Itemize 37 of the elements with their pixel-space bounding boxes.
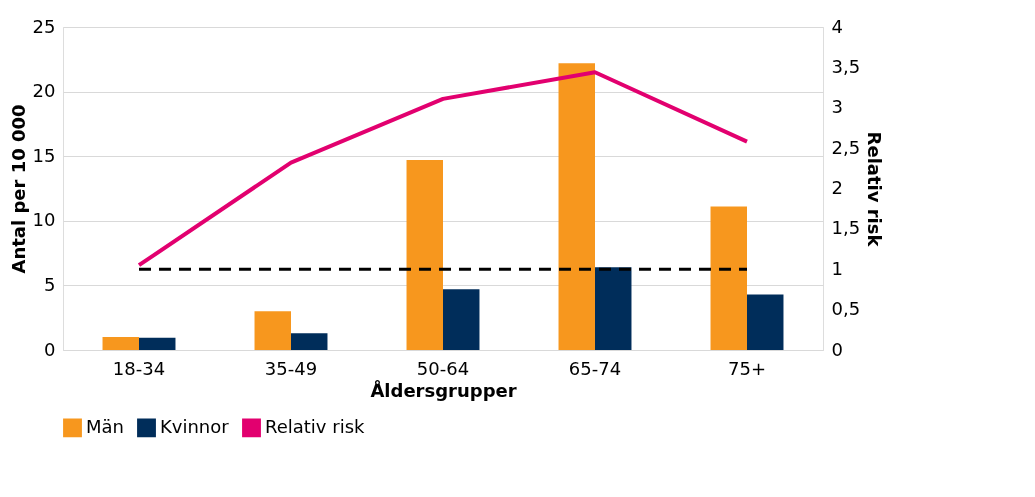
x-tick-label: 75+ [728, 357, 766, 379]
legend-label: Relativ risk [265, 415, 366, 437]
y2-tick-label: 2 [831, 177, 843, 198]
bar [710, 206, 747, 350]
y-tick-label: 15 [32, 144, 56, 166]
bar [102, 337, 139, 350]
y-tick-label: 20 [32, 80, 56, 102]
y2-axis-title: Relativ risk [864, 131, 886, 248]
y2-tick-label: 0,5 [831, 298, 861, 320]
x-tick-label: 35-49 [264, 357, 318, 379]
x-tick-label: 18-34 [112, 357, 166, 379]
x-tick-label: 50-64 [416, 357, 470, 379]
y-tick-label: 25 [32, 15, 56, 37]
y2-tick-label: 3,5 [831, 55, 861, 77]
y-tick-label: 0 [44, 338, 56, 360]
bar [595, 267, 632, 350]
bar [747, 294, 784, 350]
x-axis-title: Åldersgrupper [370, 378, 517, 401]
y2-tick-label: 2,5 [831, 136, 861, 158]
bar [254, 311, 291, 350]
y-tick-label: 5 [44, 273, 56, 295]
bar [558, 63, 595, 350]
y2-tick-label: 1 [831, 257, 843, 279]
y-tick-label: 10 [32, 209, 56, 231]
bar [139, 337, 176, 350]
y-axis-title: Antal per 10 000 [7, 104, 29, 274]
bar [443, 289, 480, 350]
bar [406, 160, 443, 350]
y2-tick-label: 0 [831, 338, 843, 360]
y2-tick-label: 4 [831, 15, 843, 37]
legend-label: Kvinnor [160, 415, 230, 437]
y2-tick-label: 3 [831, 96, 843, 118]
x-tick-label: 65-74 [568, 357, 622, 379]
legend-label: Män [86, 415, 124, 437]
bar [291, 333, 328, 350]
line-series [137, 70, 749, 268]
y2-tick-label: 1,5 [831, 217, 861, 239]
